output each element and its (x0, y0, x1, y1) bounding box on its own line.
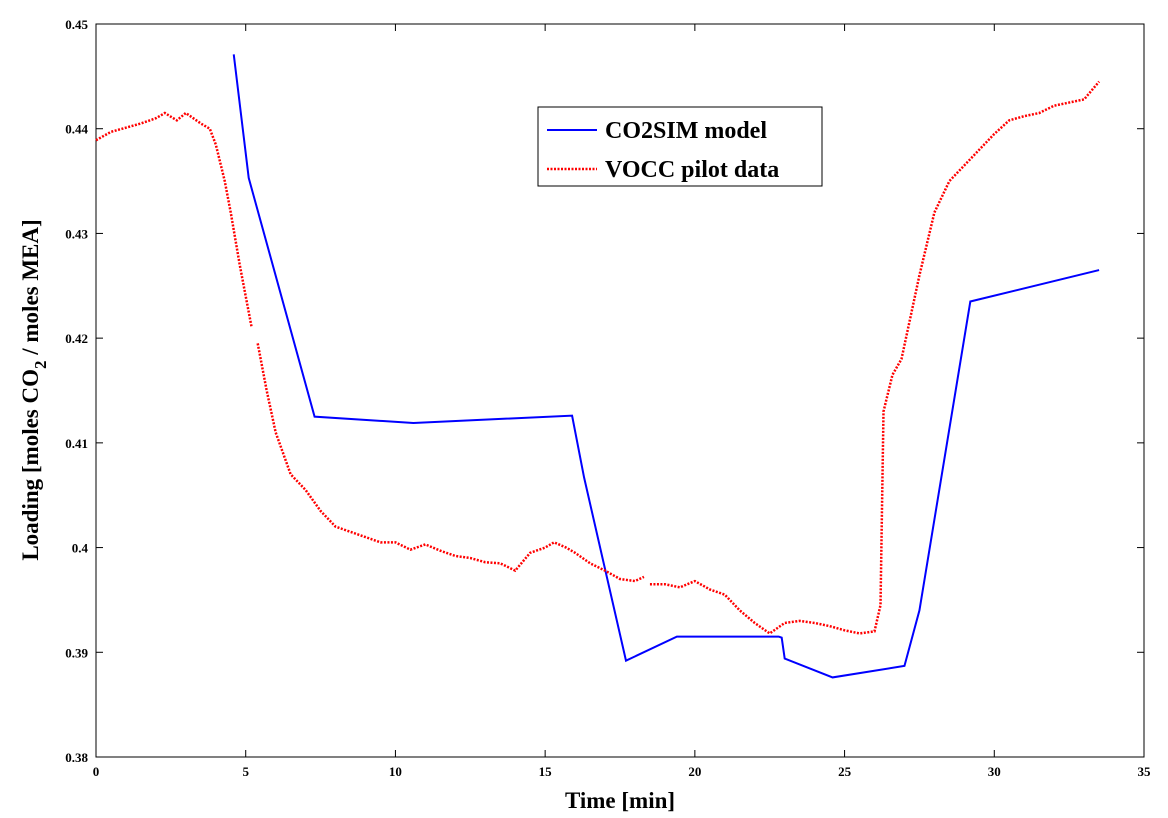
y-tick-label: 0.38 (65, 750, 88, 765)
y-tick-label: 0.4 (72, 541, 89, 556)
legend-label: CO2SIM model (605, 118, 767, 144)
x-tick-label: 10 (389, 764, 402, 779)
x-tick-label: 35 (1138, 764, 1152, 779)
y-tick-label: 0.42 (65, 331, 88, 346)
y-axis-label: Loading [moles CO2 / moles MEA] (18, 219, 50, 560)
y-tick-label: 0.44 (65, 122, 88, 137)
legend-label: VOCC pilot data (605, 157, 779, 183)
legend: CO2SIM model VOCC pilot data (537, 106, 823, 187)
series-line (95, 80, 1101, 635)
y-tick-label: 0.45 (65, 17, 88, 32)
y-tick-label: 0.43 (65, 226, 88, 241)
legend-box (537, 106, 823, 187)
y-label-subscript: 2 (31, 360, 50, 369)
series-line (232, 54, 1100, 679)
y-label-part: / moles MEA] (18, 219, 43, 360)
x-tick-label: 25 (838, 764, 852, 779)
y-tick-label: 0.41 (65, 436, 88, 451)
x-tick-label: 0 (93, 764, 100, 779)
x-tick-label: 15 (539, 764, 553, 779)
y-label-part: Loading [moles CO (18, 369, 43, 561)
x-tick-label: 20 (688, 764, 701, 779)
x-tick-label: 5 (242, 764, 249, 779)
y-tick-label: 0.39 (65, 645, 88, 660)
x-tick-label: 30 (988, 764, 1001, 779)
x-axis-label: Time [min] (565, 788, 675, 813)
